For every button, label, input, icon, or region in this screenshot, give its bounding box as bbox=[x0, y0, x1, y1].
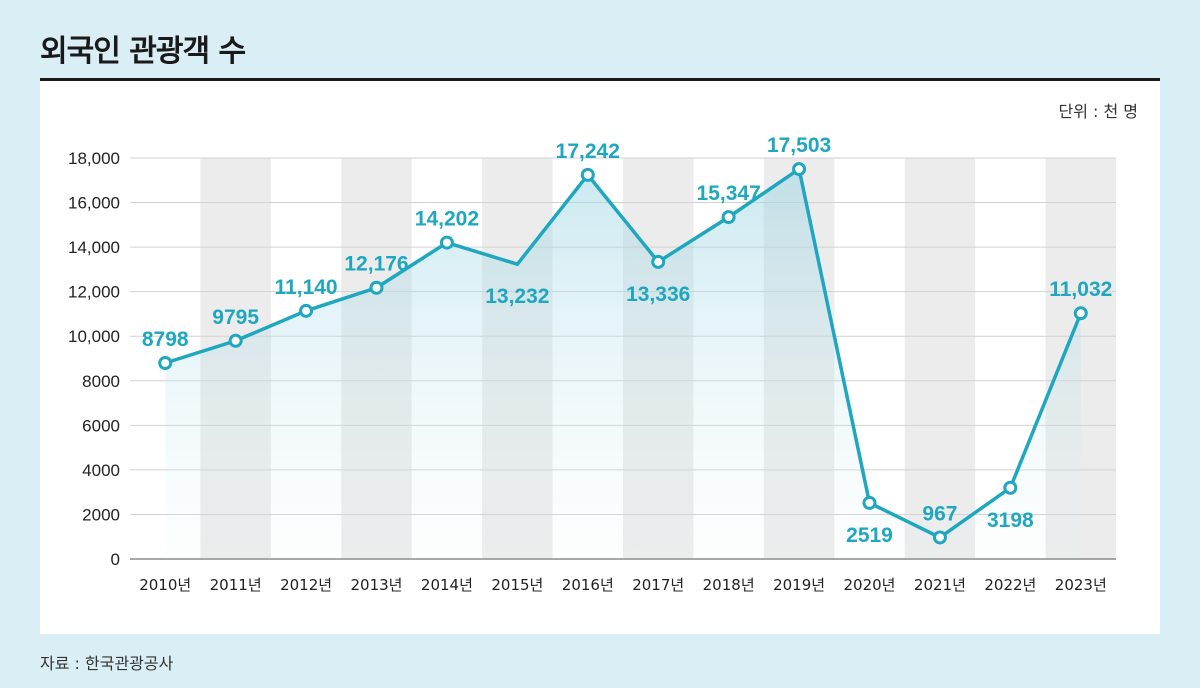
data-point bbox=[932, 530, 947, 545]
data-point bbox=[792, 162, 807, 177]
y-tick-label: 10,000 bbox=[68, 327, 120, 346]
x-tick-label: 2018년 bbox=[703, 576, 755, 594]
data-label: 13,336 bbox=[626, 283, 690, 306]
data-label: 17,242 bbox=[556, 140, 620, 163]
x-tick-label: 2015년 bbox=[491, 576, 543, 594]
column-stripe bbox=[904, 158, 976, 559]
x-tick-label: 2021년 bbox=[914, 576, 966, 594]
x-tick-label: 2020년 bbox=[844, 576, 896, 594]
chart-title: 외국인 관광객 수 bbox=[40, 34, 246, 69]
data-label: 8798 bbox=[142, 328, 189, 351]
source-label: 자료 : 한국관광공사 bbox=[40, 654, 174, 673]
data-point bbox=[228, 333, 243, 348]
x-tick-label: 2011년 bbox=[210, 576, 262, 594]
data-point bbox=[862, 495, 877, 510]
y-tick-label: 0 bbox=[111, 550, 120, 569]
data-point bbox=[1003, 480, 1018, 495]
data-point bbox=[439, 235, 454, 250]
x-tick-label: 2023년 bbox=[1055, 576, 1107, 594]
data-label: 17,503 bbox=[767, 134, 831, 157]
data-label: 11,032 bbox=[1049, 278, 1112, 301]
data-label: 11,140 bbox=[275, 276, 338, 299]
y-tick-label: 16,000 bbox=[68, 194, 120, 213]
data-point bbox=[158, 356, 173, 371]
data-point bbox=[580, 167, 595, 182]
x-axis: 2010년 2011년 2012년 2013년 2014년 2015년 2016년 2017년… bbox=[139, 576, 1107, 594]
unit-label: 단위 : 천 명 bbox=[1058, 102, 1138, 121]
data-label: 13,232 bbox=[485, 285, 549, 308]
data-label: 15,347 bbox=[697, 182, 761, 205]
data-label: 967 bbox=[922, 502, 957, 525]
x-tick-label: 2022년 bbox=[984, 576, 1036, 594]
data-point bbox=[651, 254, 666, 269]
data-labels: 8798 9795 11,140 12,176 14,202 13,232 17,242 13… bbox=[142, 134, 1112, 547]
data-point bbox=[721, 210, 736, 225]
x-tick-label: 2017년 bbox=[632, 576, 684, 594]
y-tick-label: 6000 bbox=[82, 416, 120, 435]
y-tick-label: 12,000 bbox=[68, 283, 120, 302]
y-tick-label: 8000 bbox=[82, 372, 120, 391]
data-point bbox=[299, 303, 314, 318]
data-label: 3198 bbox=[987, 509, 1034, 532]
area-fill bbox=[165, 169, 1081, 559]
data-label: 2519 bbox=[846, 524, 893, 547]
x-tick-label: 2016년 bbox=[562, 576, 614, 594]
title-rule bbox=[40, 78, 1160, 81]
x-tick-label: 2013년 bbox=[351, 576, 403, 594]
series-line bbox=[164, 166, 1083, 540]
data-point bbox=[1073, 306, 1088, 321]
y-tick-label: 18,000 bbox=[68, 149, 120, 168]
data-label: 9795 bbox=[212, 306, 259, 329]
data-points bbox=[158, 162, 1088, 545]
y-tick-label: 2000 bbox=[82, 505, 120, 524]
x-tick-label: 2014년 bbox=[421, 576, 473, 594]
y-tick-label: 4000 bbox=[82, 461, 120, 480]
x-tick-label: 2010년 bbox=[139, 576, 191, 594]
area-gradient bbox=[165, 169, 1081, 559]
y-axis: 0 2000 4000 6000 8000 10,000 12,000 14,000 16,00… bbox=[68, 149, 120, 569]
data-label: 12,176 bbox=[344, 253, 408, 276]
x-tick-label: 2012년 bbox=[280, 576, 332, 594]
y-tick-label: 14,000 bbox=[68, 238, 120, 257]
x-tick-label: 2019년 bbox=[773, 576, 825, 594]
series-polyline bbox=[164, 166, 1083, 540]
data-label: 14,202 bbox=[415, 208, 479, 231]
data-point bbox=[369, 280, 384, 295]
